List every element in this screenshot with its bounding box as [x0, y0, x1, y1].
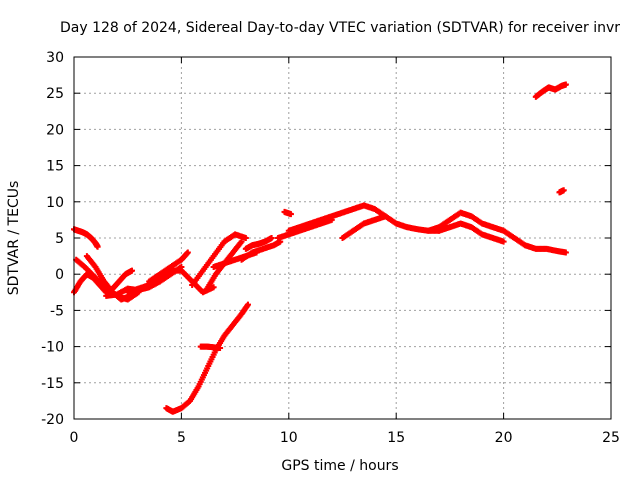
data-point: [242, 235, 249, 241]
data-point: [287, 211, 294, 218]
chart-title: Day 128 of 2024, Sidereal Day-to-day VTE…: [60, 20, 620, 36]
x-tick-label: 20: [495, 430, 513, 446]
y-tick-label: -5: [50, 303, 64, 319]
series-arc-h: [189, 231, 249, 289]
series-arc-q: [436, 220, 507, 245]
y-tick-label: -15: [41, 376, 64, 392]
y-tick-label: 20: [46, 122, 64, 138]
data-points: [71, 81, 569, 415]
x-tick-label: 5: [177, 430, 186, 446]
grid: [73, 56, 612, 420]
series-arc-r: [532, 81, 569, 100]
data-point: [210, 284, 217, 291]
data-point: [382, 213, 389, 220]
y-tick-label: 5: [55, 231, 64, 247]
data-point: [562, 81, 569, 88]
data-point: [128, 267, 135, 274]
series-arc-g: [146, 249, 191, 285]
series-arc-p: [425, 209, 569, 256]
data-point: [560, 187, 567, 194]
x-tick-label: 10: [280, 430, 298, 446]
x-axis-label: GPS time / hours: [281, 458, 398, 474]
y-tick-label: 15: [46, 159, 64, 175]
y-tick-label: 0: [55, 267, 64, 283]
series-arc-t: [163, 301, 251, 415]
series-arc-v: [281, 208, 294, 218]
y-tick-label: 25: [46, 86, 64, 102]
data-point: [238, 238, 245, 245]
series-arc-u: [197, 343, 224, 352]
series-arc-o: [339, 213, 389, 241]
data-point: [94, 243, 101, 250]
y-tick-label: 30: [46, 50, 64, 66]
data-point: [184, 249, 191, 256]
series-arc-s: [556, 187, 567, 196]
series-arc-a: [71, 226, 101, 250]
y-tick-label: -20: [41, 412, 64, 428]
y-tick-label: 10: [46, 195, 64, 211]
data-point: [500, 238, 507, 245]
tick-labels: 0 5 10 15 20 25 -20 -15 -10 -5 0 5 10 15 20 25 30: [41, 50, 620, 446]
y-tick-label: -10: [41, 340, 64, 356]
plot-frame: [73, 56, 612, 420]
data-point: [244, 301, 251, 308]
y-axis-label: SDTVAR / TECUs: [6, 181, 22, 296]
x-tick-label: 25: [602, 430, 620, 446]
series-arc-l: [242, 235, 275, 252]
x-tick-label: 0: [70, 430, 79, 446]
data-point: [562, 249, 569, 256]
x-tick-label: 15: [387, 430, 405, 446]
data-point: [268, 235, 275, 241]
data-point: [217, 345, 224, 352]
series-arc-k: [238, 238, 284, 263]
